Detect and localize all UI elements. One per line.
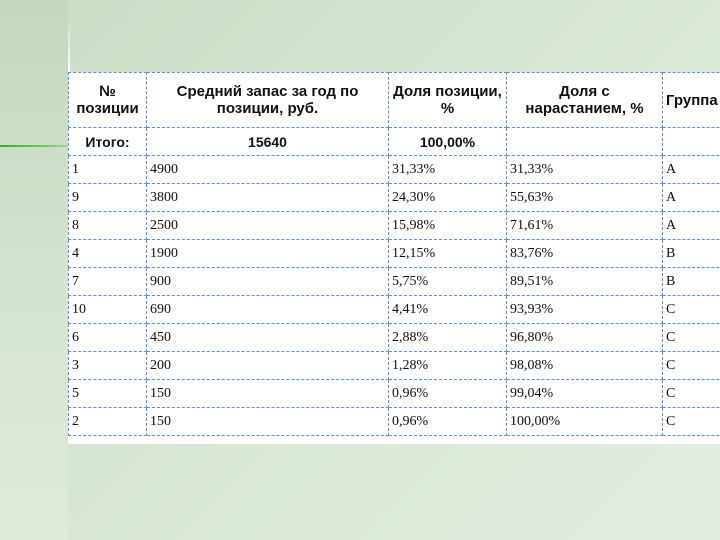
cell-position: 6 [68, 323, 147, 352]
header-group: Группа [662, 72, 720, 128]
cell-cumulative-share: 99,04% [506, 379, 663, 408]
cell-avg-stock: 690 [146, 295, 389, 324]
cell-group: A [662, 211, 720, 240]
cell-position: 3 [68, 351, 147, 380]
cell-share: 0,96% [388, 407, 507, 436]
cell-position: 5 [68, 379, 147, 408]
cell-share: 1,28% [388, 351, 507, 380]
slide-left-strip [0, 0, 68, 540]
cell-position: 10 [68, 295, 147, 324]
cell-avg-stock: 150 [146, 379, 389, 408]
cell-group: A [662, 183, 720, 212]
header-position-label: позиции [76, 100, 139, 117]
table-row: 1 4900 31,33% 31,33% A [68, 155, 720, 184]
header-avg-stock: Средний запас за год по позиции, руб. [146, 72, 389, 128]
cell-position: 2 [68, 407, 147, 436]
cell-cumulative-share: 31,33% [506, 155, 663, 184]
header-position: № позиции [68, 72, 147, 128]
cell-group: B [662, 239, 720, 268]
cell-avg-stock: 4900 [146, 155, 389, 184]
cell-group: B [662, 267, 720, 296]
cell-cumulative-share: 100,00% [506, 407, 663, 436]
table-header-row: № позиции Средний запас за год по позици… [68, 72, 720, 128]
table-row: 2 150 0,96% 100,00% C [68, 407, 720, 436]
cell-group: C [662, 323, 720, 352]
cell-share: 4,41% [388, 295, 507, 324]
total-avg-stock: 15640 [146, 127, 389, 156]
table-row: 7 900 5,75% 89,51% B [68, 267, 720, 296]
cell-share: 31,33% [388, 155, 507, 184]
table-total-row: Итого: 15640 100,00% [68, 127, 720, 156]
cell-cumulative-share: 55,63% [506, 183, 663, 212]
table-row: 4 1900 12,15% 83,76% B [68, 239, 720, 268]
cell-cumulative-share: 89,51% [506, 267, 663, 296]
cell-share: 12,15% [388, 239, 507, 268]
header-share: Доля позиции, % [388, 72, 507, 128]
cell-group: C [662, 379, 720, 408]
cell-cumulative-share: 98,08% [506, 351, 663, 380]
cell-cumulative-share: 93,93% [506, 295, 663, 324]
header-position-number-sign: № [99, 83, 116, 100]
table-row: 3 200 1,28% 98,08% C [68, 351, 720, 380]
table-row: 5 150 0,96% 99,04% C [68, 379, 720, 408]
cell-avg-stock: 1900 [146, 239, 389, 268]
abc-analysis-table: № позиции Средний запас за год по позици… [68, 72, 720, 436]
abc-table-container: № позиции Средний запас за год по позици… [68, 72, 720, 444]
header-cumulative-share: Доля с нарастанием, % [506, 72, 663, 128]
total-label: Итого: [68, 127, 147, 156]
cell-position: 9 [68, 183, 147, 212]
cell-position: 7 [68, 267, 147, 296]
cell-share: 24,30% [388, 183, 507, 212]
cell-group: C [662, 295, 720, 324]
cell-cumulative-share: 71,61% [506, 211, 663, 240]
total-group [662, 127, 720, 156]
cell-avg-stock: 150 [146, 407, 389, 436]
cell-position: 8 [68, 211, 147, 240]
table-row: 9 3800 24,30% 55,63% A [68, 183, 720, 212]
cell-avg-stock: 200 [146, 351, 389, 380]
cell-avg-stock: 900 [146, 267, 389, 296]
cell-avg-stock: 2500 [146, 211, 389, 240]
cell-share: 15,98% [388, 211, 507, 240]
cell-cumulative-share: 96,80% [506, 323, 663, 352]
table-row: 8 2500 15,98% 71,61% A [68, 211, 720, 240]
table-row: 6 450 2,88% 96,80% C [68, 323, 720, 352]
cell-group: C [662, 351, 720, 380]
cell-cumulative-share: 83,76% [506, 239, 663, 268]
total-share: 100,00% [388, 127, 507, 156]
cell-group: C [662, 407, 720, 436]
cell-share: 0,96% [388, 379, 507, 408]
total-cumulative [506, 127, 663, 156]
cell-share: 5,75% [388, 267, 507, 296]
cell-group: A [662, 155, 720, 184]
cell-avg-stock: 450 [146, 323, 389, 352]
cell-position: 1 [68, 155, 147, 184]
table-row: 10 690 4,41% 93,93% C [68, 295, 720, 324]
cell-position: 4 [68, 239, 147, 268]
cell-avg-stock: 3800 [146, 183, 389, 212]
cell-share: 2,88% [388, 323, 507, 352]
slide-decor-green-line [0, 145, 72, 147]
